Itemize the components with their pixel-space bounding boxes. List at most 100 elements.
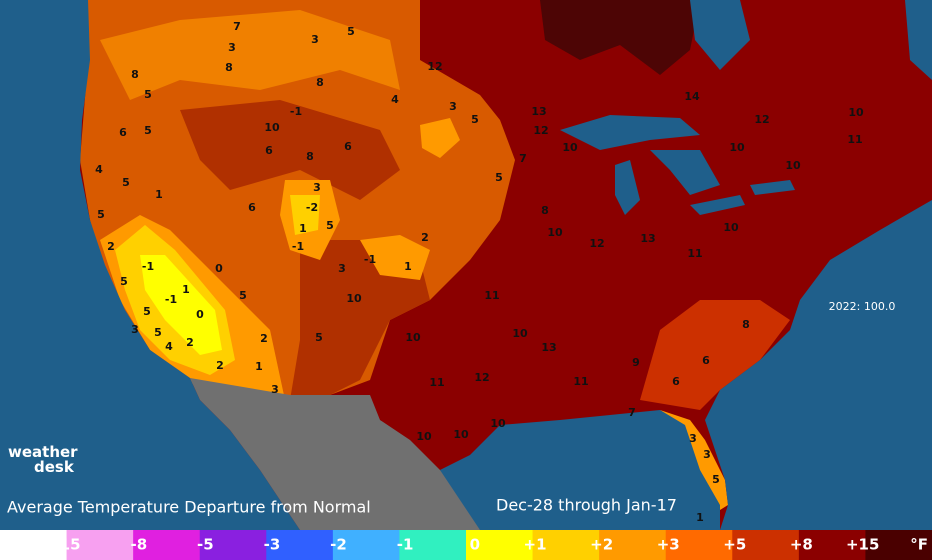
station-value: 3 [338,262,346,275]
station-value: 5 [120,275,128,288]
map-title: Average Temperature Departure from Norma… [7,498,371,517]
station-value: 2 [186,336,194,349]
yellow-region [140,255,222,355]
orange-region [100,10,400,100]
station-value: 2 [421,231,429,244]
station-value: 1 [696,511,704,524]
station-value: 1 [155,188,163,201]
station-value: 12 [474,371,489,384]
station-value: 1 [182,283,190,296]
legend-swatch [665,530,733,560]
station-value: 2 [107,240,115,253]
station-value: 1 [299,222,307,235]
dark-region [540,0,700,75]
station-value: 10 [848,106,864,119]
station-value: 1 [255,360,263,373]
legend-label: -8 [130,536,147,554]
station-value: 5 [347,25,355,38]
legend-swatch [133,530,201,560]
legend-label: +8 [790,536,813,554]
station-value: 10 [405,331,421,344]
station-value: 11 [484,289,499,302]
annotation: 2022: 100.0 [829,300,896,313]
legend-label: +3 [657,536,680,554]
lake [750,180,795,195]
gold-region [290,195,320,235]
station-value: 12 [427,60,442,73]
station-value: 7 [519,152,527,165]
station-value: 3 [228,41,236,54]
station-value: 12 [589,237,604,250]
date-range: Dec-28 through Jan-17 [496,496,677,515]
station-value: 10 [723,221,739,234]
station-value: 12 [754,113,769,126]
hudson-bay [690,0,750,70]
station-value: 0 [196,308,204,321]
legend-swatch [66,530,134,560]
legend-swatch [0,530,68,560]
station-value: 5 [326,219,334,232]
legend-label: -1 [397,536,414,554]
station-value: 3 [131,323,139,336]
station-value: 11 [687,247,702,260]
station-value: 13 [640,232,655,245]
station-value: -1 [142,260,154,273]
station-value: 3 [449,100,457,113]
darker-region [180,100,400,200]
station-value: -2 [306,201,318,214]
legend-label: -5 [197,536,214,554]
legend-swatch [732,530,800,560]
station-value: 3 [311,33,319,46]
lake [650,150,720,195]
station-value: 5 [471,113,479,126]
station-value: 4 [165,340,173,353]
station-value: 5 [144,124,152,137]
station-value: 10 [785,159,801,172]
station-value: 3 [703,448,711,461]
logo-line2: desk [34,458,75,476]
station-value: 3 [689,432,697,445]
station-value: 8 [742,318,750,331]
legend: -15 -8 -5 -3 -2 -1 0 +1 +2 +3 +5 +8 +15 °F [0,530,932,560]
florida [660,410,728,515]
station-value: 6 [248,201,256,214]
legend-swatch [332,530,400,560]
station-value: 5 [712,473,720,486]
station-value: 10 [547,226,563,239]
station-value: 8 [225,61,233,74]
pacific-ocean [0,0,300,530]
station-value: 5 [122,176,130,189]
legend-swatch [599,530,667,560]
station-value: 13 [531,105,546,118]
station-value: 2 [216,359,224,372]
station-value: 8 [306,150,314,163]
station-value: 5 [495,171,503,184]
legend-unit: °F [910,536,928,554]
mexico [190,378,480,530]
station-value: 14 [684,90,700,103]
station-value: 5 [144,88,152,101]
station-value: 12 [533,124,548,137]
station-value: 4 [95,163,103,176]
lake [615,160,640,215]
station-value: 6 [344,140,352,153]
station-value: 3 [271,383,279,396]
station-value: 10 [490,417,506,430]
water [905,0,932,80]
station-value: 7 [628,406,636,419]
legend-swatch [532,530,600,560]
station-value: 10 [729,141,745,154]
station-value: 0 [215,262,223,275]
station-value: 10 [346,292,362,305]
lake [560,115,700,150]
legend-swatch [199,530,267,560]
legend-label: +5 [723,536,746,554]
legend-label: +2 [590,536,613,554]
darker-region [290,240,430,400]
station-value: 9 [632,356,640,369]
logo-line1: weather [8,443,78,461]
legend-label: -15 [53,536,80,554]
station-value: 6 [265,144,273,157]
